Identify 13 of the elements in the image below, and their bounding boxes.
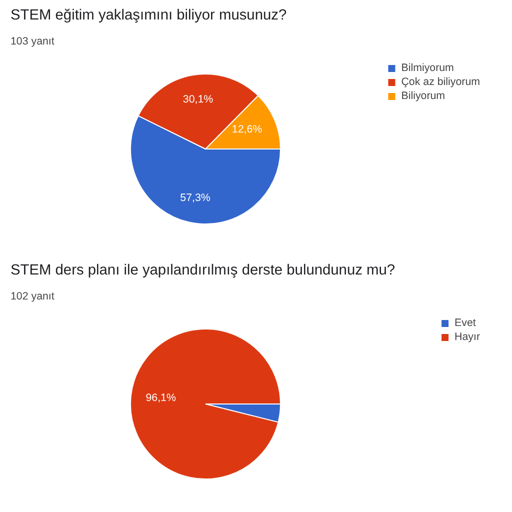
chart-title: STEM ders planı ile yapılandırılmış derste bulundunuz mu?	[10, 262, 396, 278]
legend-label: Bilmiyorum	[401, 62, 454, 74]
legend-label: Evet	[454, 317, 476, 329]
text: 102 yanıt	[10, 290, 54, 302]
legend-label: Hayır	[454, 331, 480, 343]
legend-label: Biliyorum	[401, 90, 446, 102]
chart-title: STEM eğitim yaklaşımını biliyor musunuz?	[10, 8, 287, 24]
data-label: 12,6%	[232, 124, 263, 136]
data-label: 30,1%	[182, 93, 214, 106]
text: 103 yanıt	[10, 36, 54, 48]
legend-label: Çok az biliyorum	[401, 76, 480, 88]
data-label: 96,1%	[146, 392, 176, 404]
data-label: 57,3%	[180, 192, 211, 204]
